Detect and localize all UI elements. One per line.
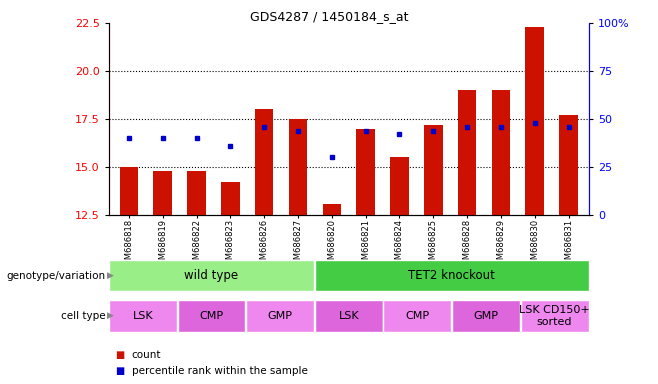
Bar bbox=[424, 125, 443, 215]
Bar bbox=[357, 129, 375, 215]
Text: ▶: ▶ bbox=[107, 271, 114, 280]
Text: count: count bbox=[132, 350, 161, 360]
Text: LSK: LSK bbox=[338, 311, 359, 321]
Text: TET2 knockout: TET2 knockout bbox=[408, 269, 495, 282]
Bar bbox=[178, 300, 245, 331]
Text: LSK: LSK bbox=[132, 311, 153, 321]
Bar bbox=[315, 300, 383, 331]
Bar bbox=[109, 260, 314, 291]
Text: cell type: cell type bbox=[61, 311, 105, 321]
Text: GMP: GMP bbox=[268, 311, 293, 321]
Bar bbox=[452, 300, 520, 331]
Text: percentile rank within the sample: percentile rank within the sample bbox=[132, 366, 307, 376]
Text: ■: ■ bbox=[115, 366, 124, 376]
Bar bbox=[390, 157, 409, 215]
Text: GMP: GMP bbox=[474, 311, 499, 321]
Text: GDS4287 / 1450184_s_at: GDS4287 / 1450184_s_at bbox=[250, 10, 408, 23]
Bar bbox=[315, 260, 588, 291]
Text: CMP: CMP bbox=[199, 311, 224, 321]
Text: LSK CD150+
sorted: LSK CD150+ sorted bbox=[519, 305, 590, 327]
Bar bbox=[526, 27, 544, 215]
Bar bbox=[246, 300, 314, 331]
Bar bbox=[322, 204, 341, 215]
Bar bbox=[492, 90, 510, 215]
Bar bbox=[289, 119, 307, 215]
Text: genotype/variation: genotype/variation bbox=[6, 270, 105, 281]
Bar bbox=[458, 90, 476, 215]
Bar bbox=[120, 167, 138, 215]
Bar bbox=[559, 115, 578, 215]
Bar bbox=[188, 171, 206, 215]
Text: ■: ■ bbox=[115, 350, 124, 360]
Bar bbox=[255, 109, 274, 215]
Text: ▶: ▶ bbox=[107, 311, 114, 320]
Bar bbox=[153, 171, 172, 215]
Bar bbox=[520, 300, 588, 331]
Text: wild type: wild type bbox=[184, 269, 239, 282]
Bar bbox=[109, 300, 177, 331]
Bar bbox=[384, 300, 451, 331]
Text: CMP: CMP bbox=[405, 311, 430, 321]
Bar bbox=[221, 182, 240, 215]
